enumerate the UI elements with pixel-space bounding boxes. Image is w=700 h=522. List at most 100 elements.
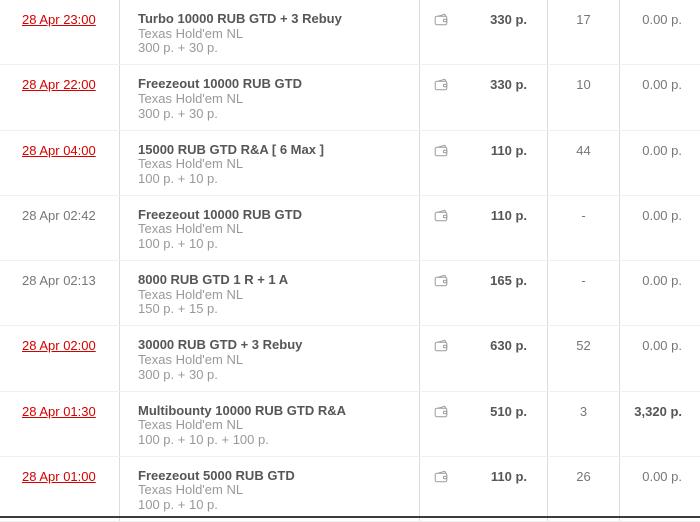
prize-cell: 0.00 p. (620, 0, 700, 64)
tournament-info-cell: Freezeout 5000 RUB GTD Texas Hold'em NL … (120, 456, 420, 521)
wallet-icon (434, 274, 449, 291)
tournament-name: Multibounty 10000 RUB GTD R&A (138, 402, 347, 418)
tournament-time-link[interactable]: 28 Apr 02:00 (22, 338, 96, 354)
wallet-icon (434, 144, 449, 161)
prize-cell: 0.00 p. (620, 457, 700, 521)
start-time-cell: 28 Apr 23:00 (0, 0, 120, 65)
prize-amount: 0.00 p. (642, 142, 682, 158)
start-time-cell: 28 Apr 02:13 (0, 261, 120, 326)
tournament-time-link[interactable]: 28 Apr 22:00 (22, 77, 96, 93)
tournament-time-link[interactable]: 28 Apr 04:00 (22, 142, 96, 158)
table-row: 28 Apr 01:00 Freezeout 5000 RUB GTD Texa… (0, 456, 700, 522)
buyin-cell: 165 p. (420, 261, 548, 326)
buyin-amount: 330 p. (490, 12, 527, 27)
buyin-cell: 510 p. (420, 391, 548, 456)
start-time-cell: 28 Apr 01:30 (0, 391, 120, 456)
start-time-cell: 28 Apr 22:00 (0, 65, 120, 130)
buyin-structure: 100 p. + 10 p. (138, 497, 218, 513)
entrants-cell: 3 (548, 391, 620, 456)
buyin-structure: 100 p. + 10 p. (138, 236, 218, 252)
tournament-name: Turbo 10000 RUB GTD + 3 Rebuy (138, 11, 342, 26)
prize-amount: 0.00 p. (642, 12, 682, 27)
entrants-cell: 52 (548, 326, 620, 391)
prize-cell: 0.00 p. (620, 65, 700, 129)
tournament-name: 15000 RUB GTD R&A [ 6 Max ] (138, 141, 324, 157)
buyin-cell: 110 p. (420, 130, 548, 195)
buyin-structure: 300 p. + 30 p. (138, 105, 218, 121)
buyin-cell: 630 p. (420, 326, 548, 391)
tournament-name: 30000 RUB GTD + 3 Rebuy (138, 337, 303, 353)
game-type: Texas Hold'em NL (138, 25, 244, 41)
prize-cell: 3,320 p. (620, 392, 700, 456)
buyin-structure: 300 p. + 30 p. (138, 40, 218, 56)
buyin-amount: 110 p. (490, 142, 527, 158)
start-time-cell: 28 Apr 02:42 (0, 195, 120, 260)
buyin-amount: 110 p. (490, 207, 527, 223)
start-time-cell: 28 Apr 04:00 (0, 130, 120, 195)
game-type: Texas Hold'em NL (138, 221, 244, 237)
prize-amount: 0.00 p. (642, 338, 682, 354)
buyin-amount: 510 p. (490, 403, 527, 419)
prize-cell: 0.00 p. (620, 131, 700, 195)
table-row: 28 Apr 02:00 30000 RUB GTD + 3 Rebuy Tex… (0, 326, 700, 392)
wallet-icon (434, 209, 449, 226)
start-time-cell: 28 Apr 01:00 (0, 456, 120, 521)
buyin-cell: 330 p. (420, 0, 548, 65)
prize-amount: 0.00 p. (642, 207, 682, 223)
prize-cell: 0.00 p. (620, 196, 700, 260)
game-type: Texas Hold'em NL (138, 417, 244, 433)
table-row: 28 Apr 04:00 15000 RUB GTD R&A [ 6 Max ]… (0, 130, 700, 196)
table-row: 28 Apr 01:30 Multibounty 10000 RUB GTD R… (0, 391, 700, 457)
game-type: Texas Hold'em NL (138, 482, 244, 498)
tournament-info-cell: Freezeout 10000 RUB GTD Texas Hold'em NL… (120, 65, 420, 130)
tournament-info-cell: Multibounty 10000 RUB GTD R&A Texas Hold… (120, 391, 420, 456)
tournament-time-link[interactable]: 28 Apr 01:00 (22, 468, 96, 484)
entrants-cell: 17 (548, 0, 620, 65)
wallet-icon (434, 339, 449, 356)
entrants-cell: - (548, 261, 620, 326)
buyin-cell: 110 p. (420, 456, 548, 521)
wallet-icon (434, 13, 449, 30)
buyin-amount: 330 p. (490, 77, 527, 93)
entrants-cell: 10 (548, 65, 620, 130)
table-row: 28 Apr 23:00 Turbo 10000 RUB GTD + 3 Reb… (0, 0, 700, 66)
wallet-icon (434, 405, 449, 422)
tournament-info-cell: Turbo 10000 RUB GTD + 3 Rebuy Texas Hold… (120, 0, 420, 65)
start-time-cell: 28 Apr 02:00 (0, 326, 120, 391)
tournament-time-link[interactable]: 28 Apr 23:00 (22, 12, 96, 27)
window-bottom-edge (0, 516, 700, 518)
table-row: 28 Apr 02:42 Freezeout 10000 RUB GTD Tex… (0, 195, 700, 261)
tournament-time-link[interactable]: 28 Apr 01:30 (22, 403, 96, 419)
tournament-time-link: 28 Apr 02:13 (22, 273, 96, 288)
buyin-amount: 165 p. (490, 273, 527, 288)
buyin-cell: 330 p. (420, 65, 548, 130)
prize-amount: 3,320 p. (634, 403, 682, 419)
game-type: Texas Hold'em NL (138, 90, 244, 106)
game-type: Texas Hold'em NL (138, 286, 244, 302)
prize-amount: 0.00 p. (642, 468, 682, 484)
prize-cell: 0.00 p. (620, 326, 700, 390)
game-type: Texas Hold'em NL (138, 156, 244, 172)
buyin-cell: 110 p. (420, 195, 548, 260)
tournament-info-cell: Freezeout 10000 RUB GTD Texas Hold'em NL… (120, 195, 420, 260)
tournament-name: Freezeout 5000 RUB GTD (138, 467, 295, 483)
entrants-cell: 44 (548, 130, 620, 195)
tournament-info-cell: 15000 RUB GTD R&A [ 6 Max ] Texas Hold'e… (120, 130, 420, 195)
buyin-structure: 300 p. + 30 p. (138, 366, 218, 382)
tournament-name: 8000 RUB GTD 1 R + 1 A (138, 272, 289, 287)
buyin-amount: 630 p. (490, 338, 527, 354)
tournament-time-link: 28 Apr 02:42 (22, 207, 96, 223)
table-row: 28 Apr 22:00 Freezeout 10000 RUB GTD Tex… (0, 65, 700, 131)
buyin-structure: 100 p. + 10 p. + 100 p. (138, 431, 269, 447)
buyin-amount: 110 p. (490, 468, 527, 484)
entrants-cell: - (548, 195, 620, 260)
entrants-cell: 26 (548, 456, 620, 521)
tournament-info-cell: 30000 RUB GTD + 3 Rebuy Texas Hold'em NL… (120, 326, 420, 391)
tournament-name: Freezeout 10000 RUB GTD (138, 206, 302, 222)
table-row: 28 Apr 02:13 8000 RUB GTD 1 R + 1 A Texa… (0, 261, 700, 327)
tournament-info-cell: 8000 RUB GTD 1 R + 1 A Texas Hold'em NL … (120, 261, 420, 326)
wallet-icon (434, 470, 449, 487)
prize-amount: 0.00 p. (642, 273, 682, 288)
buyin-structure: 100 p. + 10 p. (138, 170, 218, 186)
